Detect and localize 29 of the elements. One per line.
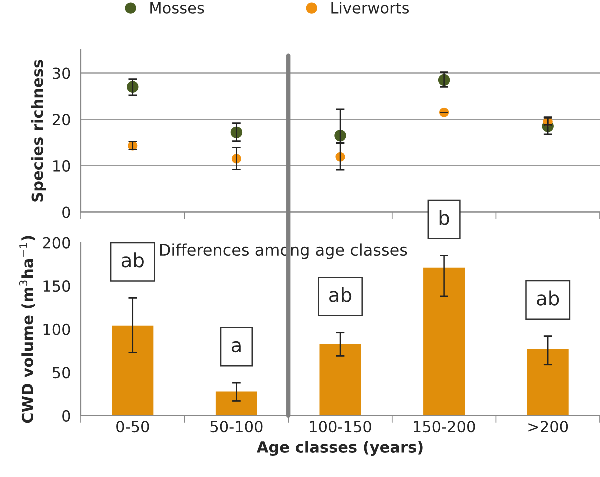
annotation: a: [232, 341, 241, 353]
y-tick-label: 100: [44, 324, 70, 336]
bar: [216, 392, 258, 416]
bar: [527, 349, 569, 416]
legend-label: Liverworts: [332, 2, 410, 14]
y-axis-title: Species richness: [31, 60, 46, 202]
legend-label: Mosses: [150, 2, 204, 14]
x-axis-title: Age classes (years): [256, 441, 423, 456]
annotation: ab: [122, 252, 144, 268]
y-tick-label: 50: [53, 367, 70, 379]
x-tick-label: 0-50: [116, 421, 150, 433]
annotation: ab: [537, 290, 560, 306]
x-tick-label: 100-150: [310, 421, 372, 433]
y-axis-title: CWD volume (m$^{3}$ha$^{−1}$): [19, 236, 36, 424]
bar: [424, 268, 466, 416]
x-tick-label: >200: [528, 421, 568, 433]
y-tick-label: 0: [62, 206, 70, 218]
y-tick-label: 30: [53, 68, 70, 80]
y-tick-label: 0: [62, 410, 70, 422]
bar: [112, 326, 154, 416]
y-tick-label: 150: [44, 280, 70, 292]
x-tick-label: 150-200: [414, 421, 476, 433]
y-tick-label: 10: [54, 160, 70, 172]
annotation: ab: [330, 287, 352, 302]
bar: [320, 344, 362, 416]
annotation: b: [440, 210, 450, 226]
y-tick-label: 20: [52, 114, 70, 126]
y-tick-label: 200: [43, 237, 70, 249]
x-tick-label: 50-100: [210, 421, 263, 433]
